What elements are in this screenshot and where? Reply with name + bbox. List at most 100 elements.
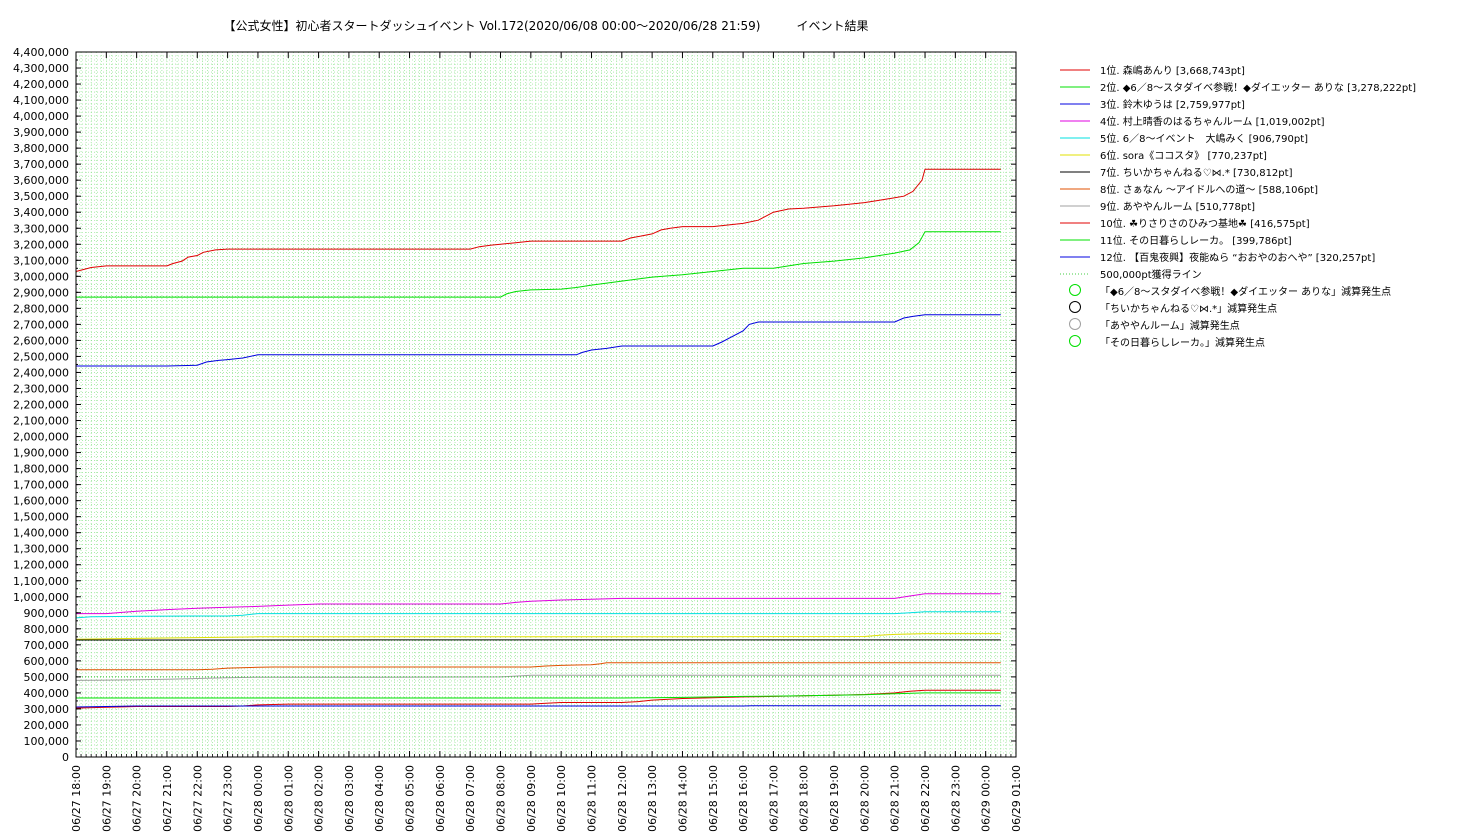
legend-entry-12: 12位. 【百鬼夜興】夜能ぬら “おおやのおへや” [320,257pt] (1100, 251, 1375, 264)
x-tick-label: 06/28 05:00 (404, 765, 417, 832)
y-tick-label: 1,900,000 (13, 447, 69, 460)
y-tick-label: 4,000,000 (13, 110, 69, 123)
y-tick-label: 4,300,000 (13, 62, 69, 75)
series-line-9 (75, 674, 1001, 681)
y-tick-label: 2,300,000 (13, 382, 69, 395)
y-tick-label: 1,400,000 (13, 527, 69, 540)
x-tick-label: 06/28 16:00 (737, 765, 750, 832)
legend-entry-7: 7位. ちいかちゃんねる♡⋈.* [730,812pt] (1100, 166, 1293, 179)
series-line-5 (75, 611, 1001, 619)
y-tick-label: 3,600,000 (13, 174, 69, 187)
y-tick-label: 200,000 (24, 719, 70, 732)
y-tick-label: 400,000 (24, 687, 70, 700)
legend-marker-3: 「あややんルーム」減算発生点 (1100, 319, 1240, 332)
y-tick-label: 1,300,000 (13, 543, 69, 556)
legend-entry-4: 4位. 村上晴香のはるちゃんルーム [1,019,002pt] (1100, 115, 1325, 128)
y-tick-label: 3,300,000 (13, 222, 69, 235)
x-tick-label: 06/28 21:00 (889, 765, 902, 832)
x-tick-label: 06/27 22:00 (191, 765, 204, 832)
y-tick-label: 4,100,000 (13, 94, 69, 107)
legend-entry-11: 11位. その日暮らしレーカ。 [399,786pt] (1100, 234, 1292, 247)
y-tick-label: 3,800,000 (13, 142, 69, 155)
series-lines (75, 168, 1001, 709)
x-tick-label: 06/28 12:00 (616, 765, 629, 832)
legend-marker-2: 「ちいかちゃんねる♡⋈.*」減算発生点 (1100, 302, 1277, 315)
y-tick-label: 2,700,000 (13, 318, 69, 331)
y-tick-label: 0 (62, 751, 69, 764)
x-tick-label: 06/28 13:00 (646, 765, 659, 832)
legend-marker-4: 「その日暮らしレーカ。」減算発生点 (1100, 336, 1265, 349)
y-tick-label: 1,200,000 (13, 559, 69, 572)
legend-marker-1: 「◆6／8〜スタダイベ参戦！◆ダイエッター ありな」減算発生点 (1100, 285, 1391, 298)
x-tick-label: 06/28 07:00 (464, 765, 477, 832)
y-tick-label: 2,100,000 (13, 415, 69, 428)
x-tick-label: 06/28 14:00 (676, 765, 689, 832)
y-tick-label: 4,400,000 (13, 46, 69, 59)
x-tick-label: 06/27 20:00 (131, 765, 144, 832)
x-tick-label: 06/28 22:00 (919, 765, 932, 832)
series-line-12 (75, 705, 1001, 708)
legend-entry-6: 6位. sora《ココスタ》 [770,237pt] (1100, 149, 1267, 162)
x-tick-label: 06/27 21:00 (161, 765, 174, 832)
x-tick-label: 06/28 11:00 (585, 765, 598, 832)
y-tick-label: 2,900,000 (13, 286, 69, 299)
series-line-4 (76, 593, 1001, 615)
legend-entry-10: 10位. ☘りさりさのひみつ基地☘ [416,575pt] (1100, 217, 1310, 230)
y-tick-label: 2,800,000 (13, 302, 69, 315)
y-tick-label: 1,000,000 (13, 591, 69, 604)
y-tick-label: 800,000 (24, 623, 70, 636)
y-tick-label: 3,200,000 (13, 238, 69, 251)
y-tick-label: 300,000 (24, 703, 70, 716)
x-tick-label: 06/28 08:00 (495, 765, 508, 832)
legend-marker-icon (1069, 318, 1081, 330)
y-tick-label: 700,000 (24, 639, 70, 652)
y-tick-label: 3,900,000 (13, 126, 69, 139)
x-tick-label: 06/28 04:00 (373, 765, 386, 832)
y-tick-label: 1,800,000 (13, 463, 69, 476)
chart-title: 【公式女性】初心者スタートダッシュイベント Vol.172(2020/06/08… (224, 18, 869, 33)
series-line-2 (76, 231, 1001, 298)
x-tick-label: 06/28 15:00 (707, 765, 720, 832)
legend: 1位. 森嶋あんり [3,668,743pt] 2位. ◆6／8〜スタダイベ参戦！… (1060, 64, 1416, 349)
legend-entry-3: 3位. 鈴木ゆうは [2,759,977pt] (1100, 98, 1245, 111)
y-tick-label: 900,000 (24, 607, 70, 620)
x-tick-label: 06/28 03:00 (343, 765, 356, 832)
legend-marker-icon (1069, 301, 1081, 313)
x-tick-label: 06/28 10:00 (555, 765, 568, 832)
x-tick-label: 06/28 23:00 (949, 765, 962, 832)
x-tick-label: 06/27 23:00 (222, 765, 235, 832)
x-tick-label: 06/28 09:00 (525, 765, 538, 832)
x-tick-label: 06/28 01:00 (282, 765, 295, 832)
y-tick-label: 2,500,000 (13, 350, 69, 363)
x-tick-label: 06/28 06:00 (434, 765, 447, 832)
y-tick-label: 1,700,000 (13, 479, 69, 492)
series-line-8 (76, 662, 1001, 671)
legend-entry-1: 1位. 森嶋あんり [3,668,743pt] (1100, 64, 1245, 77)
series-line-11 (76, 692, 1001, 699)
series-line-6 (75, 633, 1001, 640)
y-tick-label: 2,200,000 (13, 399, 69, 412)
legend-entry-13: 500,000pt獲得ライン (1100, 268, 1202, 281)
y-tick-label: 4,200,000 (13, 78, 69, 91)
legend-marker-icon (1069, 284, 1081, 296)
y-tick-label: 1,600,000 (13, 495, 69, 508)
legend-entry-9: 9位. あややんルーム [510,778pt] (1100, 200, 1255, 213)
series-line-1 (75, 168, 1001, 272)
y-tick-label: 1,500,000 (13, 511, 69, 524)
x-tick-label: 06/27 19:00 (100, 765, 113, 832)
x-axis: 06/27 18:00 06/27 19:00 06/27 20:00 06/27 2… (70, 52, 1023, 832)
legend-marker-icon (1069, 335, 1081, 347)
legend-entry-2: 2位. ◆6／8〜スタダイベ参戦！◆ダイエッター ありな [3,278,222p… (1100, 81, 1416, 94)
y-tick-label: 100,000 (24, 735, 70, 748)
y-tick-label: 3,000,000 (13, 270, 69, 283)
grid (75, 51, 1017, 758)
x-tick-label: 06/29 01:00 (1010, 765, 1023, 832)
x-tick-label: 06/28 17:00 (767, 765, 780, 832)
x-tick-label: 06/28 19:00 (828, 765, 841, 832)
y-tick-label: 500,000 (24, 671, 70, 684)
x-tick-label: 06/28 02:00 (313, 765, 326, 832)
y-tick-label: 2,600,000 (13, 334, 69, 347)
series-line-3 (76, 314, 1001, 367)
y-tick-label: 2,400,000 (13, 366, 69, 379)
